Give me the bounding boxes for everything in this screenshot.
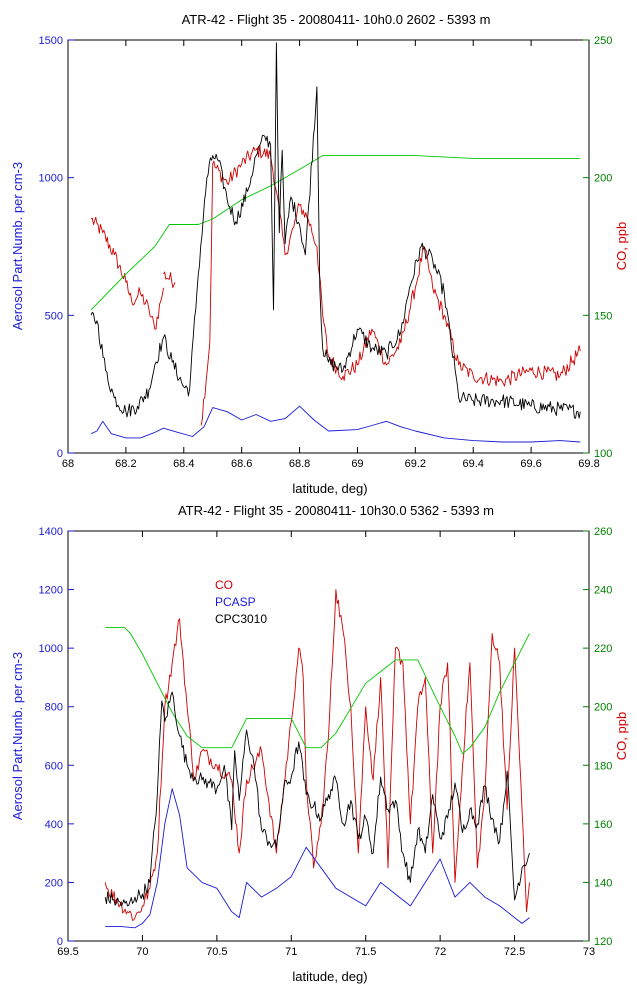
y-tick-label: 1000 — [39, 173, 63, 185]
y2-tick-label: 260 — [594, 526, 612, 538]
y2-tick-label: 180 — [594, 760, 612, 772]
y2-tick-label: 220 — [594, 643, 612, 655]
y2-tick-label: 160 — [594, 819, 612, 831]
y-tick-label: 200 — [45, 877, 63, 889]
y-tick-label: 600 — [45, 760, 63, 772]
y-tick-label: 0 — [57, 936, 63, 948]
x-tick-label: 71.5 — [355, 946, 376, 958]
legend: CO PCASP CPC3010 — [215, 578, 267, 626]
series-line — [105, 788, 530, 929]
y2-tick-label: 140 — [594, 877, 612, 889]
x-axis-label: latitude, deg) — [292, 969, 367, 984]
y2-axis-ticks: 120 140 160 180 200 220 240 260 — [583, 526, 612, 948]
y-axis-ticks: 0 500 1000 1500 — [39, 35, 74, 460]
x-tick-label: 72.5 — [504, 946, 525, 958]
chart-title: ATR-42 - Flight 35 - 20080411- 10h30.0 5… — [178, 503, 494, 518]
y2-tick-label: 240 — [594, 585, 612, 597]
chart-panel-2: ATR-42 - Flight 35 - 20080411- 10h30.0 5… — [10, 503, 629, 984]
y-tick-label: 1500 — [39, 35, 63, 47]
x-tick-label: 72 — [434, 946, 446, 958]
y2-tick-label: 150 — [594, 310, 612, 322]
x-tick-label: 73 — [583, 946, 595, 958]
series-line — [200, 144, 581, 426]
plot-area — [67, 530, 590, 942]
y2-axis-label: CO, ppb — [614, 222, 629, 270]
series-lines — [90, 42, 581, 443]
y2-axis-ticks: 100 150 200 250 — [583, 35, 612, 460]
series-line — [104, 589, 530, 921]
x-tick-label: 70 — [136, 946, 148, 958]
legend-item: CPC3010 — [215, 612, 267, 626]
x-tick-label: 69 — [351, 458, 363, 470]
y2-tick-label: 200 — [594, 173, 612, 185]
chart-panel-1: ATR-42 - Flight 35 - 20080411- 10h0.0 26… — [10, 12, 629, 496]
x-tick-label: 68.2 — [115, 458, 136, 470]
series-line — [163, 271, 176, 288]
x-axis-ticks: 68 68.2 68.4 68.6 68.8 69 69.2 69.4 69.6 69.8 — [62, 40, 600, 470]
y-tick-label: 500 — [45, 310, 63, 322]
series-lines — [104, 589, 530, 929]
x-tick-label: 68.8 — [289, 458, 310, 470]
x-tick-label: 68.6 — [231, 458, 252, 470]
y2-tick-label: 120 — [594, 936, 612, 948]
series-line — [104, 691, 530, 907]
x-axis-ticks: 69.5 70 70.5 71 71.5 72 72.5 73 — [57, 531, 595, 958]
y-axis-label: Aerosol Part.Numb. per cm-3 — [10, 652, 25, 820]
x-tick-label: 70.5 — [206, 946, 227, 958]
series-line — [90, 155, 581, 311]
y2-tick-label: 200 — [594, 702, 612, 714]
y-axis-label: Aerosol Part.Numb. per cm-3 — [10, 162, 25, 330]
y2-tick-label: 250 — [594, 35, 612, 47]
x-tick-label: 69.5 — [57, 946, 78, 958]
x-tick-label: 69.4 — [463, 458, 484, 470]
y-tick-label: 0 — [57, 448, 63, 460]
x-tick-label: 69.2 — [405, 458, 426, 470]
chart-title: ATR-42 - Flight 35 - 20080411- 10h0.0 26… — [182, 12, 491, 27]
y-tick-label: 400 — [45, 819, 63, 831]
series-line — [90, 42, 581, 419]
x-tick-label: 71 — [285, 946, 297, 958]
x-tick-label: 69.6 — [520, 458, 541, 470]
y-tick-label: 800 — [45, 702, 63, 714]
y-tick-label: 1200 — [39, 585, 63, 597]
x-tick-label: 69.8 — [578, 458, 599, 470]
x-tick-label: 68.4 — [173, 458, 194, 470]
y-tick-label: 1400 — [39, 526, 63, 538]
series-line — [91, 405, 581, 443]
x-axis-label: latitude, deg) — [292, 481, 367, 496]
plot-area — [67, 39, 590, 454]
y-tick-label: 1000 — [39, 643, 63, 655]
x-tick-label: 68 — [62, 458, 74, 470]
series-line — [105, 627, 530, 755]
y2-tick-label: 100 — [594, 448, 612, 460]
legend-item: PCASP — [215, 595, 256, 609]
y-axis-ticks: 0 200 400 600 800 1000 1200 1400 — [39, 526, 74, 948]
legend-item: CO — [215, 578, 233, 592]
series-line — [90, 216, 164, 330]
y2-axis-label: CO, ppb — [614, 712, 629, 760]
